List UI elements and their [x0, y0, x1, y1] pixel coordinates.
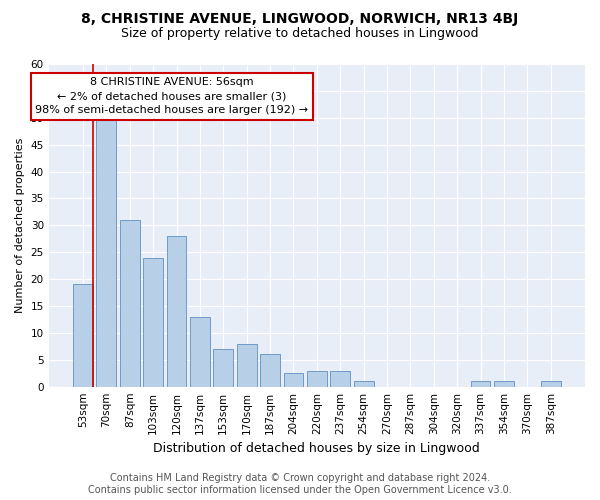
Bar [470, 382, 490, 386]
Bar [73, 284, 93, 386]
Bar [260, 354, 280, 386]
Bar [284, 373, 304, 386]
Bar [167, 236, 187, 386]
Bar [190, 317, 210, 386]
Text: Contains HM Land Registry data © Crown copyright and database right 2024.
Contai: Contains HM Land Registry data © Crown c… [88, 474, 512, 495]
Text: 8, CHRISTINE AVENUE, LINGWOOD, NORWICH, NR13 4BJ: 8, CHRISTINE AVENUE, LINGWOOD, NORWICH, … [82, 12, 518, 26]
Bar [541, 382, 560, 386]
Bar [330, 370, 350, 386]
Bar [307, 370, 327, 386]
Bar [237, 344, 257, 386]
Text: Size of property relative to detached houses in Lingwood: Size of property relative to detached ho… [121, 28, 479, 40]
Bar [143, 258, 163, 386]
Bar [353, 382, 374, 386]
Bar [214, 349, 233, 387]
Bar [120, 220, 140, 386]
Y-axis label: Number of detached properties: Number of detached properties [15, 138, 25, 313]
X-axis label: Distribution of detached houses by size in Lingwood: Distribution of detached houses by size … [154, 442, 480, 455]
Text: 8 CHRISTINE AVENUE: 56sqm
← 2% of detached houses are smaller (3)
98% of semi-de: 8 CHRISTINE AVENUE: 56sqm ← 2% of detach… [35, 78, 308, 116]
Bar [494, 382, 514, 386]
Bar [97, 118, 116, 386]
